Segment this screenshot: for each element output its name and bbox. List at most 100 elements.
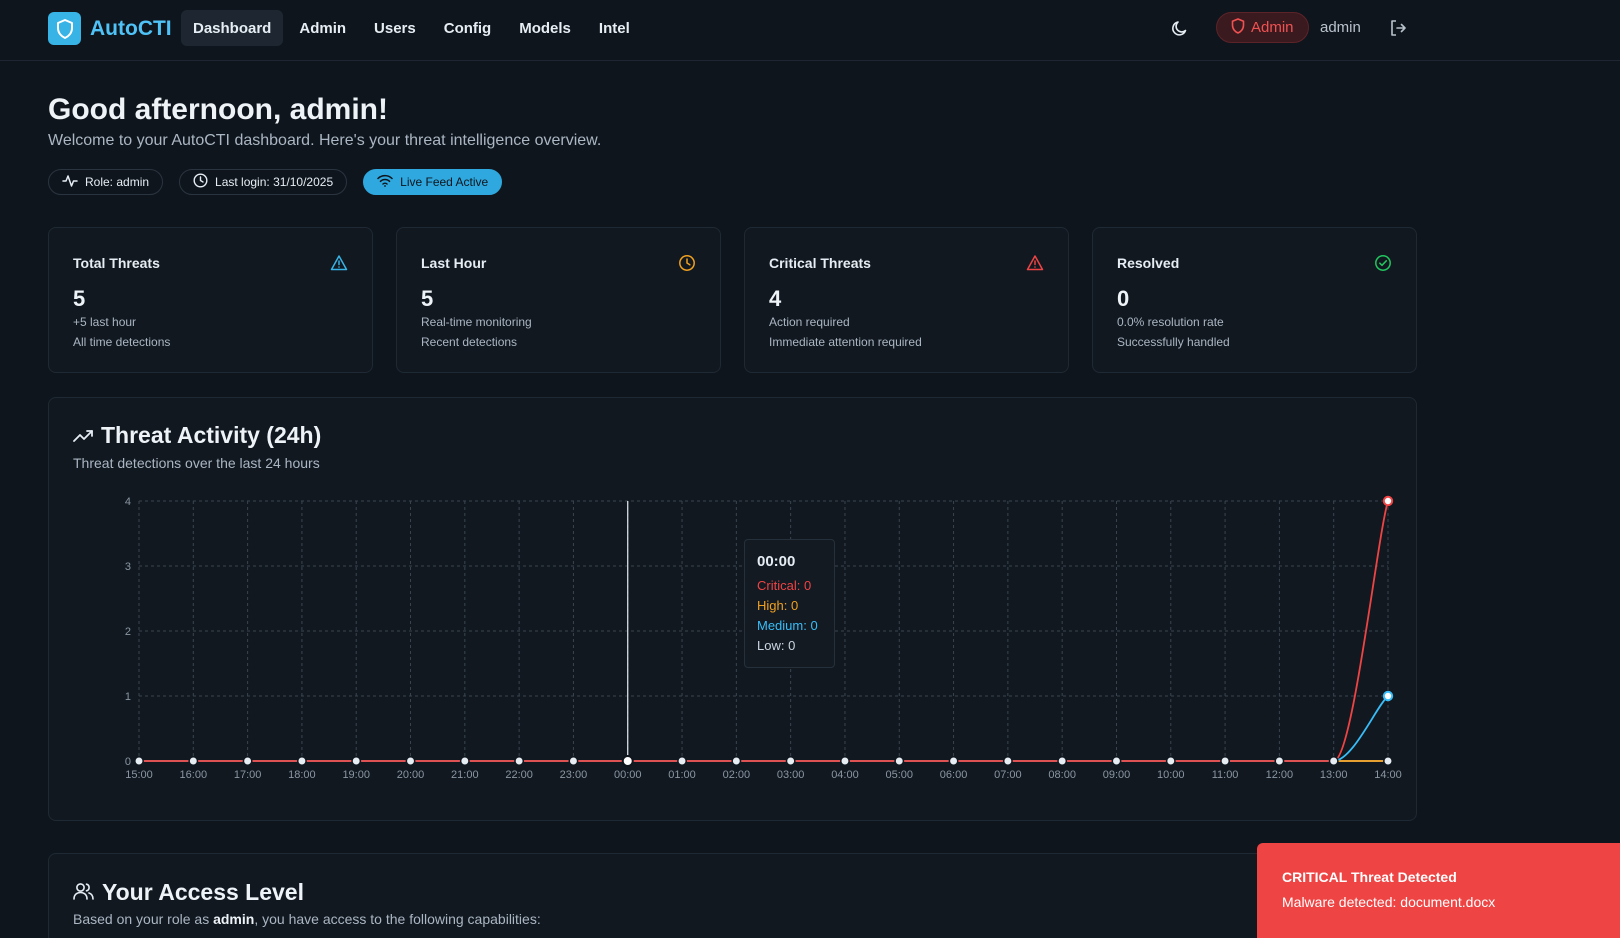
x-tick-label: 04:00 [831, 769, 859, 781]
stat-card-critical-threats: Critical Threats 4 Action required Immed… [744, 227, 1069, 373]
moon-icon[interactable] [1170, 18, 1190, 38]
active-data-point [621, 755, 634, 767]
nav-models[interactable]: Models [519, 19, 571, 37]
data-point [785, 756, 796, 766]
x-tick-label: 02:00 [723, 769, 751, 781]
stat-detail: Real-time monitoring [421, 315, 532, 329]
chart-title: Threat Activity (24h) [73, 422, 321, 449]
stat-caption: All time detections [73, 335, 171, 349]
data-point-medium [1382, 690, 1394, 702]
username[interactable]: admin [1320, 19, 1361, 36]
brand[interactable]: AutoCTI [48, 12, 172, 45]
x-tick-label: 00:00 [614, 769, 642, 781]
data-point [1111, 756, 1122, 766]
stat-detail: +5 last hour [73, 315, 137, 329]
data-point [1220, 756, 1231, 766]
stat-card-last-hour: Last Hour 5 Real-time monitoring Recent … [396, 227, 721, 373]
access-desc-prefix: Based on your role as [73, 911, 214, 927]
x-tick-label: 08:00 [1048, 769, 1076, 781]
data-point [188, 756, 199, 766]
stat-value: 4 [769, 286, 782, 311]
tooltip-medium: Medium: 0 [757, 618, 818, 633]
x-tick-label: 19:00 [342, 769, 370, 781]
stat-card-total-threats: Total Threats 5 +5 last hour All time de… [48, 227, 373, 373]
stat-title: Resolved [1117, 255, 1180, 271]
tooltip-time: 00:00 [757, 553, 796, 570]
tooltip-low: Low: 0 [757, 638, 796, 653]
live-feed-chip[interactable]: Live Feed Active [363, 169, 503, 195]
x-tick-label: 15:00 [125, 769, 153, 781]
y-tick-label: 2 [125, 626, 131, 638]
access-desc-role: admin [213, 911, 255, 927]
x-tick-label: 18:00 [288, 769, 316, 781]
x-tick-label: 09:00 [1103, 769, 1131, 781]
trending-up-icon [73, 422, 93, 449]
activity-icon [62, 174, 78, 191]
live-feed-label: Live Feed Active [400, 175, 489, 189]
x-tick-label: 11:00 [1212, 769, 1239, 781]
clock-icon [193, 173, 208, 191]
tooltip-critical: Critical: 0 [757, 578, 812, 593]
data-point [677, 756, 687, 766]
x-tick-label: 14:00 [1374, 769, 1402, 781]
y-tick-label: 4 [125, 496, 131, 508]
users-icon [73, 879, 94, 906]
data-point [242, 756, 253, 766]
alert-triangle-icon [1026, 254, 1044, 272]
role-chip: Role: admin [48, 169, 164, 195]
wifi-icon [377, 174, 393, 190]
stat-caption: Immediate attention required [769, 335, 922, 349]
stat-detail: 0.0% resolution rate [1117, 315, 1224, 329]
nav-dashboard[interactable]: Dashboard [181, 10, 284, 46]
toast-title: CRITICAL Threat Detected [1282, 869, 1457, 885]
x-tick-label: 03:00 [777, 769, 805, 781]
data-point-critical [1382, 495, 1394, 507]
brand-name: AutoCTI [90, 16, 172, 40]
nav-admin[interactable]: Admin [299, 19, 347, 37]
main-nav: Dashboard Admin Users Config Models Inte… [181, 10, 642, 46]
access-level-card: Your Access Level Based on your role as … [48, 853, 1417, 938]
stat-detail: Action required [769, 315, 850, 329]
x-tick-label: 13:00 [1320, 769, 1348, 781]
role-chip-label: Role: admin [85, 175, 150, 189]
x-tick-label: 10:00 [1157, 769, 1185, 781]
clock-icon [678, 254, 696, 272]
stat-caption: Successfully handled [1117, 335, 1230, 349]
x-tick-label: 23:00 [560, 769, 588, 781]
data-point [1274, 756, 1285, 766]
data-point [948, 756, 959, 766]
logout-icon[interactable] [1388, 18, 1408, 38]
data-point [1383, 756, 1393, 766]
data-point [1002, 756, 1013, 766]
role-badge-label: Admin [1251, 19, 1294, 36]
data-point [1328, 756, 1339, 766]
page-title: Good afternoon, admin! [48, 93, 388, 126]
x-tick-label: 07:00 [994, 769, 1022, 781]
x-tick-label: 21:00 [451, 769, 479, 781]
nav-users[interactable]: Users [374, 19, 416, 37]
x-tick-label: 17:00 [234, 769, 262, 781]
tooltip-high: High: 0 [757, 598, 799, 613]
x-tick-label: 22:00 [505, 769, 533, 781]
x-tick-label: 05:00 [885, 769, 913, 781]
series-line-medium [139, 695, 1389, 762]
last-login-label: Last login: 31/10/2025 [215, 175, 334, 189]
critical-threat-toast[interactable]: CRITICAL Threat Detected Malware detecte… [1257, 843, 1620, 938]
stat-title: Critical Threats [769, 255, 871, 271]
role-badge[interactable]: Admin [1216, 12, 1309, 43]
y-tick-label: 3 [125, 561, 131, 573]
data-point [459, 756, 470, 766]
y-tick-label: 1 [125, 691, 131, 703]
last-login-chip: Last login: 31/10/2025 [179, 169, 348, 195]
x-tick-label: 01:00 [668, 769, 696, 781]
chart-title-text: Threat Activity (24h) [101, 422, 322, 448]
stat-value: 5 [421, 286, 434, 311]
data-point [296, 756, 307, 766]
data-point [731, 756, 742, 766]
nav-intel[interactable]: Intel [598, 19, 630, 37]
nav-config[interactable]: Config [443, 19, 492, 37]
data-point [1057, 756, 1068, 766]
status-chips: Role: admin Last login: 31/10/2025 Live … [48, 169, 503, 195]
access-title: Your Access Level [73, 879, 304, 906]
